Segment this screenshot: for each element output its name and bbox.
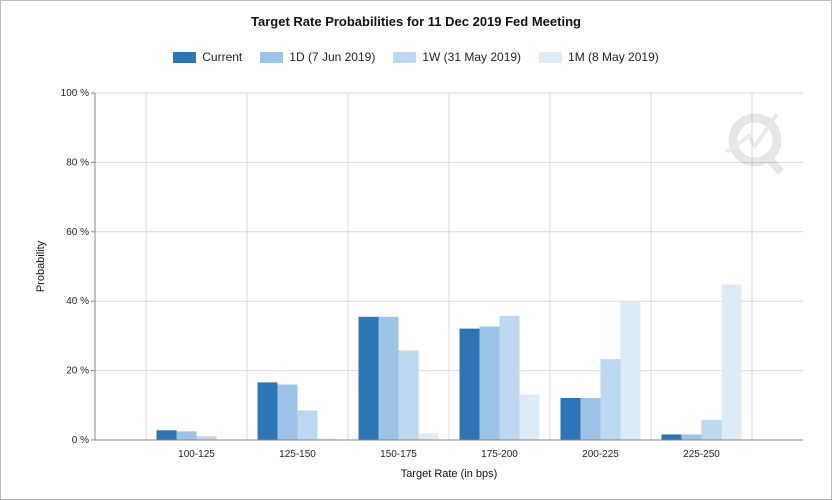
- y-tick-label: 60 %: [66, 227, 89, 238]
- bar-1w-150-175: [398, 350, 419, 440]
- bar-1w-225-250: [701, 419, 722, 440]
- legend-label: 1M (8 May 2019): [568, 50, 659, 64]
- bar-current-175-200: [459, 328, 480, 440]
- bar-1d-175-200: [479, 326, 500, 440]
- legend-item: 1M (8 May 2019): [539, 50, 659, 64]
- bar-1w-200-225: [600, 359, 621, 440]
- bar-1d-200-225: [580, 398, 601, 440]
- x-tick-label: 100-125: [178, 449, 215, 460]
- legend-item: Current: [173, 50, 242, 64]
- y-tick-label: 0 %: [72, 435, 89, 446]
- bar-1d-125-150: [277, 384, 298, 440]
- legend-label: 1W (31 May 2019): [422, 50, 522, 64]
- bar-1w-175-200: [499, 315, 520, 440]
- x-tick-label: 150-175: [380, 449, 417, 460]
- bar-1d-225-250: [681, 434, 702, 440]
- bar-1d-150-175: [378, 316, 399, 440]
- chart-title: Target Rate Probabilities for 11 Dec 201…: [251, 14, 581, 29]
- y-tick-label: 40 %: [66, 296, 89, 307]
- y-tick-label: 20 %: [66, 366, 89, 377]
- x-axis-label: Target Rate (in bps): [401, 468, 498, 480]
- x-tick-label: 200-225: [582, 449, 619, 460]
- bar-1m-175-200: [519, 394, 540, 440]
- y-tick-label: 80 %: [66, 157, 89, 168]
- bar-1m-125-150: [317, 438, 338, 440]
- legend-swatch: [173, 51, 197, 63]
- x-tick-label: 175-200: [481, 449, 518, 460]
- legend-item: 1W (31 May 2019): [393, 50, 521, 64]
- bar-1m-200-225: [620, 301, 641, 440]
- bar-1d-100-125: [176, 431, 197, 440]
- legend: Current 1D (7 Jun 2019) 1W (31 May 2019) 1M…: [0, 50, 832, 64]
- legend-swatch: [393, 51, 417, 63]
- bar-1m-150-175: [418, 433, 439, 440]
- y-tick-label: 100 %: [61, 88, 89, 99]
- legend-label: 1D (7 Jun 2019): [289, 50, 376, 64]
- bar-1w-125-150: [297, 410, 318, 440]
- legend-label: Current: [202, 50, 243, 64]
- y-axis-label: Probability: [35, 240, 47, 292]
- legend-item: 1D (7 Jun 2019): [260, 50, 375, 64]
- legend-swatch: [260, 51, 284, 63]
- bar-current-125-150: [257, 382, 278, 440]
- bar-current-200-225: [560, 398, 581, 440]
- x-tick-label: 125-150: [279, 449, 316, 460]
- bar-current-150-175: [358, 316, 379, 440]
- logo-watermark-icon: [725, 112, 784, 175]
- bar-1w-100-125: [196, 436, 217, 440]
- bar-1m-225-250: [721, 284, 742, 440]
- legend-swatch: [539, 51, 563, 63]
- x-tick-label: 225-250: [683, 449, 720, 460]
- bar-current-225-250: [661, 434, 682, 440]
- bar-current-100-125: [156, 430, 177, 440]
